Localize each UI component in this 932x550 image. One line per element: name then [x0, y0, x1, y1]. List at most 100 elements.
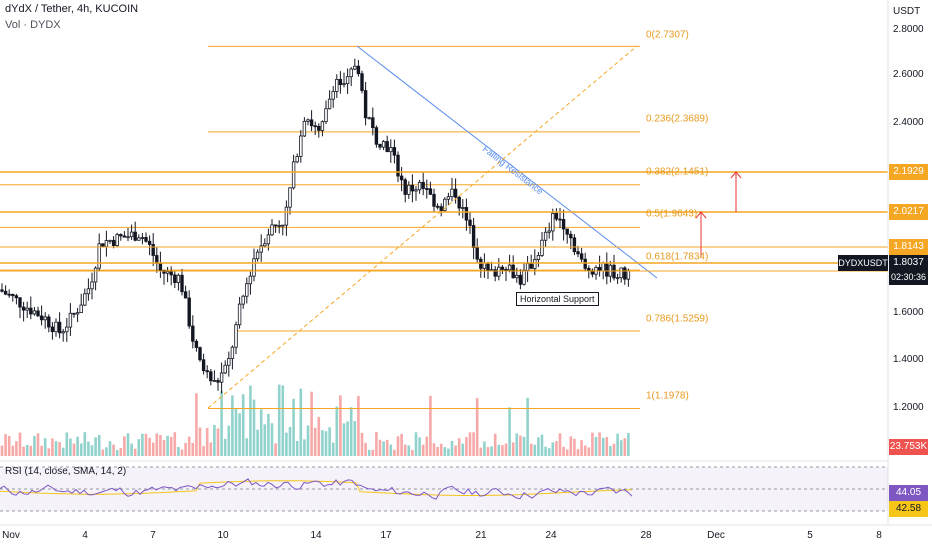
volume-bar	[108, 441, 112, 456]
candle-body	[151, 244, 155, 256]
level-upper-tag: 1.8143	[889, 239, 928, 255]
price-axis-label: 2.4000	[893, 117, 924, 128]
candle-body	[270, 224, 274, 236]
volume-bar	[101, 449, 105, 456]
candle-body	[576, 251, 580, 255]
symbol-price-tag: DYDXUSDT	[838, 255, 888, 271]
fib-diagonal-line[interactable]	[207, 45, 638, 409]
volume-bar	[587, 447, 591, 456]
candle-body	[29, 307, 33, 315]
candle-body	[299, 135, 303, 157]
volume-bar	[7, 435, 11, 456]
volume-bar	[627, 433, 630, 456]
rsi-title[interactable]: RSI (14, close, SMA, 14, 2)	[5, 466, 127, 477]
volume-bar	[461, 443, 465, 456]
candle-body	[93, 267, 98, 283]
candle-body	[554, 213, 559, 220]
volume-bar	[547, 448, 551, 456]
volume-bar	[594, 436, 598, 456]
candle-body	[18, 297, 22, 308]
fib-label: 0(2.7307)	[646, 29, 689, 41]
candle-body	[65, 326, 69, 333]
fib-retracement[interactable]	[0, 45, 640, 410]
volume-bar	[299, 388, 303, 456]
candle-body	[392, 147, 397, 156]
candle-body	[180, 274, 184, 293]
candle-body	[493, 269, 497, 277]
volume-bar	[421, 444, 425, 456]
volume-bar	[569, 436, 573, 456]
candle-body	[101, 243, 105, 248]
volume-bar	[130, 443, 133, 456]
rsi-line	[0, 478, 633, 500]
volume-bar	[367, 449, 371, 456]
volume-bar	[151, 442, 155, 456]
support-label[interactable]: Horizontal Support	[516, 292, 599, 306]
candle-body	[381, 141, 386, 148]
falling-resistance-line[interactable]	[356, 45, 658, 279]
candle-body	[90, 281, 94, 290]
target-arrow-1[interactable]	[695, 211, 707, 257]
volume-bar	[90, 445, 94, 456]
volume-bar	[223, 438, 227, 456]
volume-bar	[364, 442, 367, 456]
volume-bar	[349, 407, 353, 456]
candle-body	[205, 370, 209, 373]
volume-bar	[155, 433, 159, 456]
volume-bar	[533, 444, 537, 456]
candle-body	[425, 188, 429, 190]
volume-bar	[205, 428, 209, 456]
price-axis-label: 1.6000	[893, 307, 924, 318]
volume-bar	[432, 443, 436, 456]
volume-bar	[375, 432, 378, 456]
volume-bar	[565, 449, 569, 456]
volume-bar	[396, 436, 400, 456]
volume-bar	[126, 433, 130, 456]
volume-bar	[105, 447, 108, 456]
candle-body	[313, 125, 317, 128]
candle-body	[360, 73, 364, 91]
volume-bar	[400, 433, 403, 456]
volume-bar	[601, 437, 605, 456]
candle-body	[126, 236, 130, 239]
candle-body	[335, 79, 339, 92]
candle-body	[140, 237, 145, 239]
volume-bar	[281, 385, 285, 456]
candle-body	[108, 239, 112, 242]
candle-body	[612, 264, 616, 279]
volume-bar	[493, 433, 497, 456]
candle-body	[389, 147, 393, 153]
volume-bar	[324, 431, 328, 456]
volume-bar	[591, 432, 594, 456]
symbol-title[interactable]: dYdX / Tether, 4h, KUCOIN	[5, 3, 139, 15]
candle-body	[356, 65, 361, 75]
volume-bar	[328, 427, 331, 456]
volume-bar	[234, 408, 238, 456]
volume-bar	[346, 421, 349, 456]
target-arrow-2[interactable]	[730, 171, 742, 212]
volume-bar	[83, 432, 87, 456]
candle-body	[198, 347, 202, 361]
candle-body	[25, 307, 29, 311]
candle-body	[255, 251, 260, 260]
candle-body	[363, 90, 368, 119]
volume-bar	[447, 448, 450, 456]
candle-body	[486, 262, 490, 271]
candle-body	[623, 267, 627, 280]
candle-body	[234, 324, 238, 348]
candle-body	[371, 117, 375, 129]
volume-bar	[69, 438, 72, 456]
volume-bar	[292, 398, 295, 456]
volume-bar	[220, 391, 223, 456]
candle-body	[471, 225, 476, 248]
volume-bar	[540, 434, 544, 456]
candle-body	[3, 290, 8, 295]
fib-label: 1(1.1978)	[646, 390, 689, 402]
trendline-label[interactable]: Falling Resistance	[481, 144, 545, 197]
candle-body	[327, 98, 332, 110]
volume-bar	[249, 385, 252, 456]
time-axis-label: Nov	[2, 530, 20, 541]
volume-bar	[11, 445, 15, 456]
volume-title[interactable]: Vol · DYDX	[5, 19, 61, 31]
